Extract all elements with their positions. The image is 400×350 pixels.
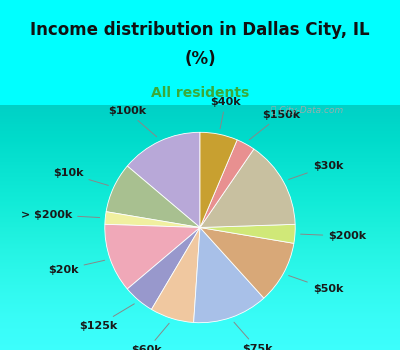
Text: $100k: $100k — [108, 106, 157, 137]
Text: $200k: $200k — [301, 231, 366, 241]
Wedge shape — [200, 224, 295, 243]
Wedge shape — [105, 212, 200, 228]
Wedge shape — [105, 224, 200, 289]
Text: $75k: $75k — [234, 322, 273, 350]
Text: $125k: $125k — [79, 304, 134, 331]
Text: ⓘ City-Data.com: ⓘ City-Data.com — [270, 106, 343, 115]
Text: (%): (%) — [184, 50, 216, 68]
Text: > $200k: > $200k — [21, 210, 100, 220]
Wedge shape — [200, 132, 237, 228]
Wedge shape — [200, 140, 254, 228]
Wedge shape — [127, 132, 200, 228]
Text: $20k: $20k — [48, 260, 105, 275]
Text: $50k: $50k — [289, 275, 343, 294]
Text: All residents: All residents — [151, 86, 249, 100]
Text: Income distribution in Dallas City, IL: Income distribution in Dallas City, IL — [30, 21, 370, 39]
Text: $40k: $40k — [210, 97, 241, 129]
Wedge shape — [106, 166, 200, 228]
Wedge shape — [200, 228, 294, 298]
Wedge shape — [152, 228, 200, 322]
Wedge shape — [194, 228, 264, 323]
Text: $30k: $30k — [289, 161, 343, 180]
Text: $150k: $150k — [249, 110, 300, 140]
Wedge shape — [200, 149, 295, 228]
Text: $60k: $60k — [131, 323, 169, 350]
Text: $10k: $10k — [53, 168, 108, 186]
Wedge shape — [127, 228, 200, 309]
